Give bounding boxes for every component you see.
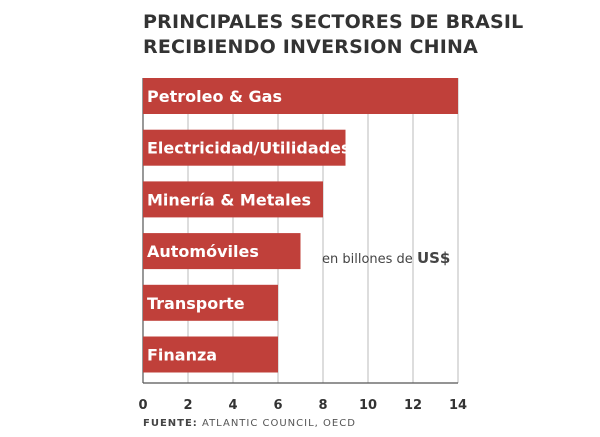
- chart-title-line-2: RECIBIENDO INVERSION CHINA: [143, 36, 479, 58]
- x-tick-label: 2: [183, 398, 192, 413]
- bar: [143, 78, 458, 114]
- chart-title-line-1: PRINCIPALES SECTORES DE BRASIL: [143, 11, 524, 33]
- unit-note: en billones de US$: [322, 249, 450, 267]
- bar: [143, 181, 323, 218]
- bar-label: Transporte: [147, 294, 245, 313]
- bar: [143, 336, 278, 373]
- bar: [143, 129, 346, 166]
- x-tick-label: 4: [228, 398, 237, 413]
- x-tick-label: 14: [449, 398, 467, 413]
- unit-note-currency: US$: [417, 249, 450, 267]
- x-tick-label: 12: [404, 398, 422, 413]
- source-note: FUENTE: ATLANTIC COUNCIL, OECD: [143, 418, 356, 429]
- x-tick-label: 0: [138, 398, 147, 413]
- x-tick-label: 10: [359, 398, 377, 413]
- chart-title: PRINCIPALES SECTORES DE BRASIL RECIBIEND…: [143, 10, 583, 60]
- x-axis: 0 2 4 6 8 10 12 14: [138, 382, 467, 413]
- bar: [143, 233, 301, 270]
- source-label: FUENTE:: [143, 418, 198, 429]
- bar-label: Petroleo & Gas: [147, 87, 282, 106]
- x-tick-label: 6: [273, 398, 282, 413]
- bar: [143, 284, 278, 321]
- bars: Petroleo & Gas Electricidad/Utilidades Min…: [143, 78, 458, 373]
- source-text: ATLANTIC COUNCIL, OECD: [202, 418, 356, 429]
- bar-label: Electricidad/Utilidades: [147, 139, 350, 158]
- bar-label: Automóviles: [147, 242, 259, 261]
- bar-label: Minería & Metales: [147, 190, 311, 209]
- unit-note-text: en billones de: [322, 252, 417, 267]
- grid-lines: [142, 78, 459, 383]
- x-tick-label: 8: [318, 398, 327, 413]
- bar-label: Finanza: [147, 346, 217, 365]
